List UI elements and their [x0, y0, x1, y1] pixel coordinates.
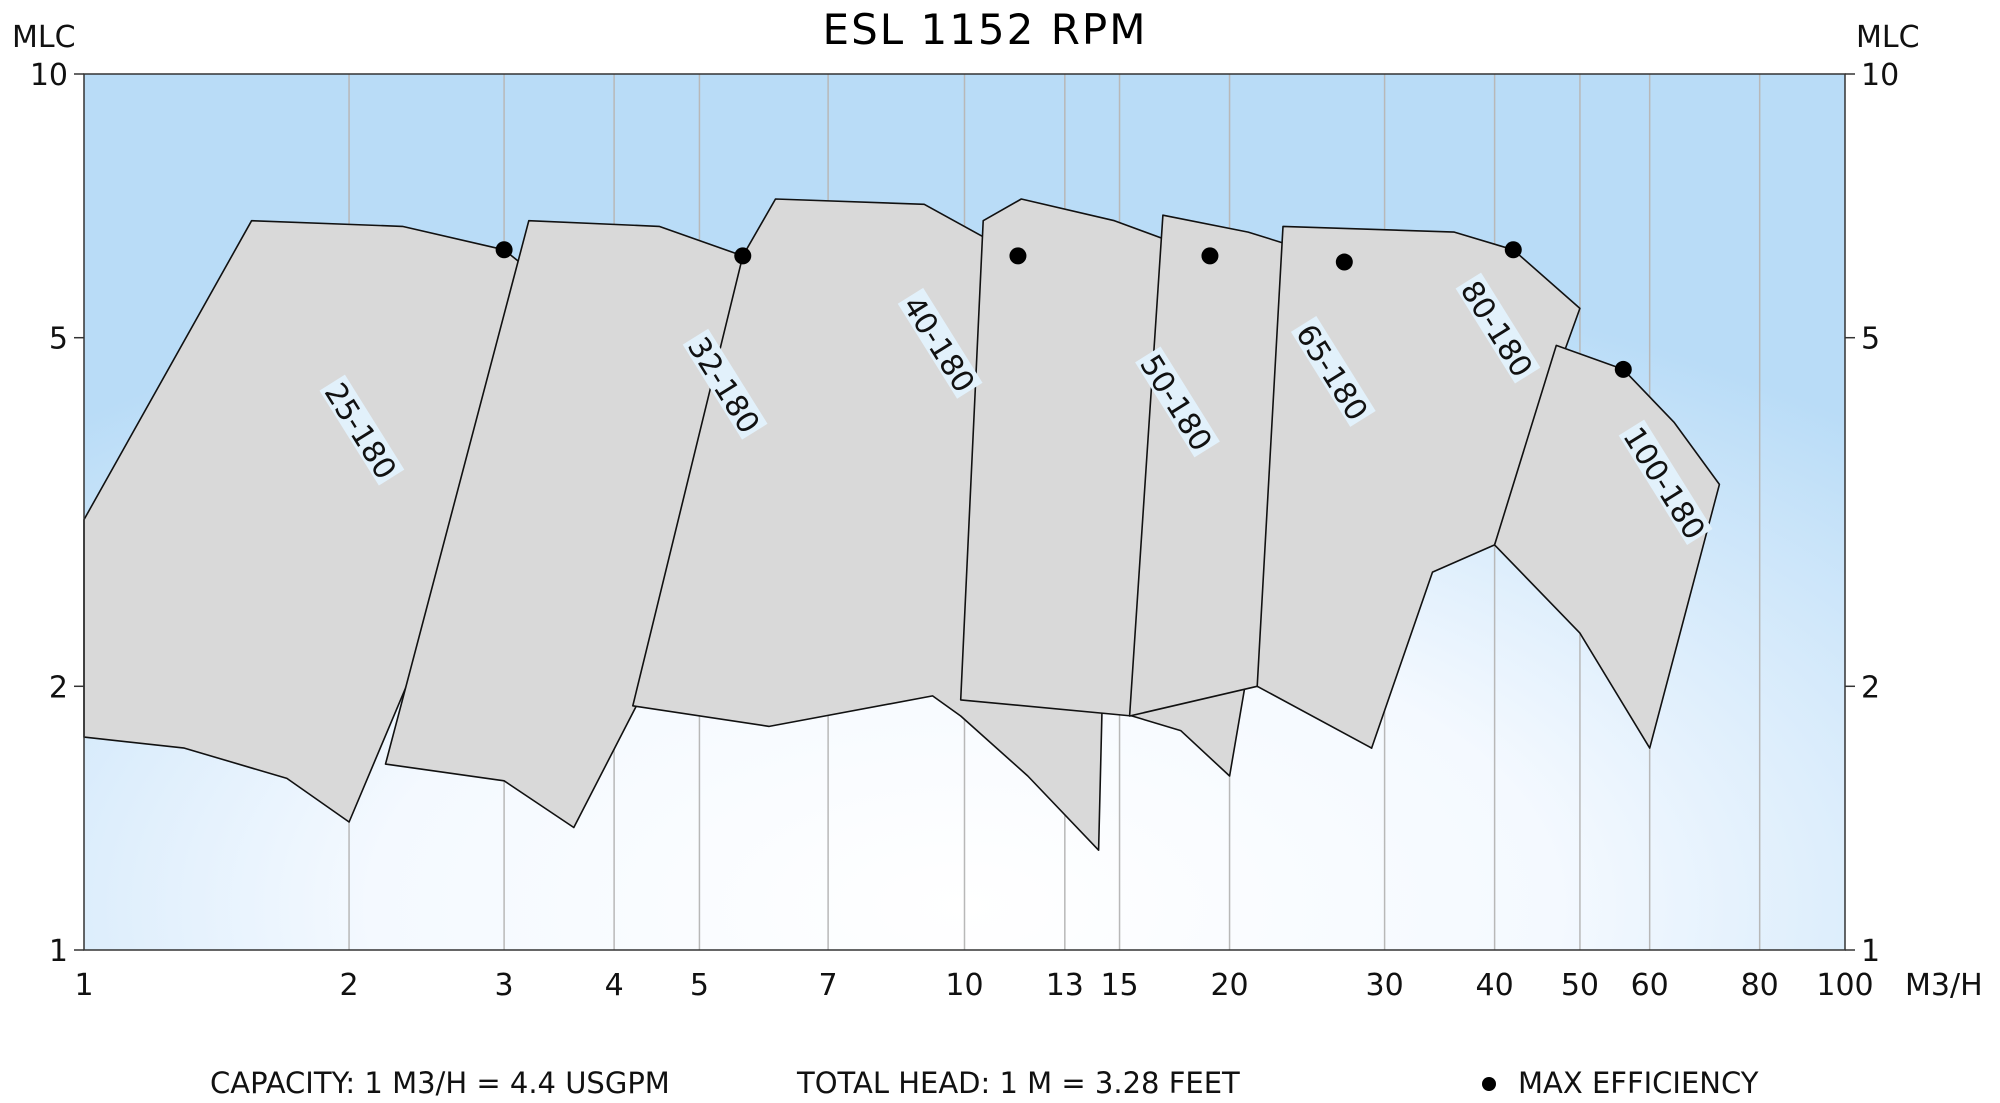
label-background: [1290, 316, 1376, 427]
x-tick-label: 15: [1100, 968, 1138, 1003]
x-tick-label: 13: [1046, 968, 1084, 1003]
max-efficiency-point: [734, 247, 752, 265]
x-tick-label: 4: [605, 968, 624, 1003]
x-tick-label: 20: [1210, 968, 1248, 1003]
max-efficiency-point: [1009, 247, 1027, 265]
x-tick-label: 2: [340, 968, 359, 1003]
x-tick-label: 40: [1476, 968, 1514, 1003]
max-efficiency-point: [1335, 253, 1353, 271]
max-efficiency-markers: [495, 241, 1632, 378]
y-axis-label-right: MLC: [1856, 20, 1920, 55]
label-background: [897, 287, 983, 399]
y-tick-label-right: 10: [1861, 58, 1899, 93]
x-axis-ticks: 1 2 3 4 5 7 10 13 15 20 30 40 50 60 80 100: [74, 968, 1873, 1003]
max-efficiency-point: [1504, 241, 1522, 259]
label-background: [682, 328, 768, 440]
y-axis-label-left: MLC: [12, 20, 76, 55]
x-tick-label: 7: [819, 968, 838, 1003]
y-tick-label-left: 2: [49, 670, 68, 705]
max-efficiency-point: [1201, 247, 1219, 265]
y-tick-label-left: 1: [49, 934, 68, 969]
x-tick-label: 80: [1741, 968, 1779, 1003]
x-tick-label: 60: [1631, 968, 1669, 1003]
max-efficiency-point: [1614, 360, 1632, 378]
x-tick-label: 10: [945, 968, 983, 1003]
x-tick-label: 30: [1366, 968, 1404, 1003]
x-tick-label: 5: [690, 968, 709, 1003]
x-tick-label: 100: [1816, 968, 1873, 1003]
legend-marker-icon: [1482, 1077, 1496, 1091]
pump-region-100-180: [1493, 344, 1721, 749]
label-background: [1455, 272, 1541, 384]
y-tick-label-right: 5: [1861, 322, 1880, 357]
chart-title: ESL 1152 RPM: [823, 5, 1148, 54]
y-axis-ticks: 1 1 2 2 5 5 10 10: [30, 58, 1899, 969]
x-axis-label: M3/H: [1905, 968, 1983, 1003]
y-tick-label-right: 1: [1861, 934, 1880, 969]
legend-max-efficiency: MAX EFFICIENCY: [1518, 1066, 1759, 1100]
x-tick-label: 3: [495, 968, 514, 1003]
y-tick-label-right: 2: [1861, 670, 1880, 705]
label-background: [319, 374, 405, 486]
y-tick-label-left: 5: [49, 322, 68, 357]
label-background: [1618, 419, 1713, 545]
capacity-note: CAPACITY: 1 M3/H = 4.4 USGPM: [210, 1066, 670, 1100]
plot-frame: [83, 73, 1846, 951]
x-tick-label: 50: [1561, 968, 1599, 1003]
label-background: [1135, 346, 1220, 458]
max-efficiency-point: [495, 241, 513, 259]
x-tick-label: 1: [74, 968, 93, 1003]
y-tick-label-left: 10: [30, 58, 68, 93]
head-note: TOTAL HEAD: 1 M = 3.28 FEET: [796, 1066, 1240, 1100]
